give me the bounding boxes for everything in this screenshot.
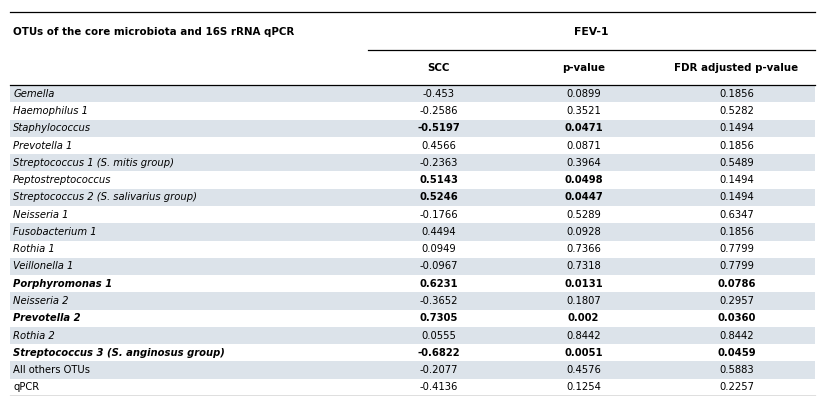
Text: 0.5282: 0.5282 [719, 106, 753, 116]
Text: 0.1856: 0.1856 [719, 89, 753, 99]
Text: Veillonella 1: Veillonella 1 [13, 261, 74, 272]
Text: Porphyromonas 1: Porphyromonas 1 [13, 279, 112, 289]
Bar [10, 240, 815, 258]
Text: 0.6347: 0.6347 [719, 209, 753, 220]
Text: 0.0786: 0.0786 [717, 279, 756, 289]
Text: -0.1766: -0.1766 [419, 209, 458, 220]
Text: Fusobacterium 1: Fusobacterium 1 [13, 227, 97, 237]
Text: -0.453: -0.453 [423, 89, 455, 99]
Text: Neisseria 2: Neisseria 2 [13, 296, 69, 306]
Text: -0.0967: -0.0967 [419, 261, 458, 272]
Text: Prevotella 2: Prevotella 2 [13, 313, 81, 323]
Text: Rothia 2: Rothia 2 [13, 331, 55, 341]
Text: 0.1856: 0.1856 [719, 141, 753, 150]
Text: 0.6231: 0.6231 [419, 279, 458, 289]
Text: -0.6822: -0.6822 [417, 348, 459, 358]
Text: 0.5143: 0.5143 [419, 175, 458, 185]
Text: 0.4494: 0.4494 [421, 227, 456, 237]
Text: 0.7366: 0.7366 [566, 244, 601, 254]
Text: Gemella: Gemella [13, 89, 55, 99]
Text: 0.5289: 0.5289 [566, 209, 601, 220]
Text: Streptococcus 2 (S. salivarius group): Streptococcus 2 (S. salivarius group) [13, 192, 197, 202]
Text: 0.4566: 0.4566 [421, 141, 456, 150]
Text: 0.0928: 0.0928 [566, 227, 601, 237]
Text: -0.4136: -0.4136 [419, 383, 458, 392]
Text: -0.2077: -0.2077 [419, 365, 458, 375]
Text: 0.0051: 0.0051 [564, 348, 603, 358]
Text: -0.2586: -0.2586 [419, 106, 458, 116]
Text: -0.3652: -0.3652 [419, 296, 458, 306]
Text: -0.2363: -0.2363 [419, 158, 458, 168]
Text: 0.0447: 0.0447 [564, 192, 603, 202]
Text: 0.2957: 0.2957 [719, 296, 754, 306]
Text: 0.8442: 0.8442 [566, 331, 601, 341]
Text: 0.4576: 0.4576 [566, 365, 601, 375]
Text: 0.7799: 0.7799 [719, 244, 754, 254]
Text: Streptococcus 1 (S. mitis group): Streptococcus 1 (S. mitis group) [13, 158, 174, 168]
Text: 0.7305: 0.7305 [419, 313, 458, 323]
Text: Prevotella 1: Prevotella 1 [13, 141, 72, 150]
Text: 0.0471: 0.0471 [564, 123, 603, 133]
Text: Staphylococcus: Staphylococcus [13, 123, 91, 133]
Bar [10, 85, 815, 103]
Text: 0.0899: 0.0899 [566, 89, 601, 99]
Text: 0.0131: 0.0131 [564, 279, 603, 289]
Text: FDR adjusted p-value: FDR adjusted p-value [674, 63, 799, 73]
Text: SCC: SCC [428, 63, 450, 73]
Bar [10, 344, 815, 362]
Text: 0.5883: 0.5883 [719, 365, 753, 375]
Text: 0.0498: 0.0498 [564, 175, 603, 185]
Text: 0.1494: 0.1494 [719, 123, 753, 133]
Bar [10, 310, 815, 327]
Text: 0.1494: 0.1494 [719, 175, 753, 185]
Text: Haemophilus 1: Haemophilus 1 [13, 106, 88, 116]
Bar [10, 379, 815, 396]
Text: OTUs of the core microbiota and 16S rRNA qPCR: OTUs of the core microbiota and 16S rRNA… [13, 27, 294, 37]
Text: 0.7799: 0.7799 [719, 261, 754, 272]
Bar [10, 292, 815, 310]
Text: 0.5489: 0.5489 [719, 158, 753, 168]
Text: 0.0949: 0.0949 [421, 244, 456, 254]
Text: 0.0555: 0.0555 [421, 331, 456, 341]
Bar [10, 120, 815, 137]
Text: 0.2257: 0.2257 [719, 383, 754, 392]
Text: Peptostreptococcus: Peptostreptococcus [13, 175, 111, 185]
Text: 0.1807: 0.1807 [566, 296, 601, 306]
Bar [10, 103, 815, 120]
Text: 0.5246: 0.5246 [419, 192, 458, 202]
Text: 0.1856: 0.1856 [719, 227, 753, 237]
Text: FEV-1: FEV-1 [574, 27, 609, 37]
Bar [10, 362, 815, 379]
Bar [10, 171, 815, 189]
Text: Rothia 1: Rothia 1 [13, 244, 55, 254]
Text: 0.0871: 0.0871 [566, 141, 601, 150]
Text: 0.3964: 0.3964 [566, 158, 601, 168]
Text: 0.8442: 0.8442 [719, 331, 753, 341]
Bar [10, 275, 815, 292]
Text: -0.5197: -0.5197 [417, 123, 460, 133]
Bar [10, 223, 815, 240]
Text: All others OTUs: All others OTUs [13, 365, 90, 375]
Text: 0.3521: 0.3521 [566, 106, 601, 116]
Bar [10, 189, 815, 206]
Text: 0.002: 0.002 [568, 313, 600, 323]
Text: qPCR: qPCR [13, 383, 39, 392]
Text: Neisseria 1: Neisseria 1 [13, 209, 69, 220]
Text: Streptococcus 3 (S. anginosus group): Streptococcus 3 (S. anginosus group) [13, 348, 225, 358]
Bar [10, 154, 815, 171]
Text: 0.7318: 0.7318 [566, 261, 601, 272]
Text: 0.1254: 0.1254 [566, 383, 601, 392]
Bar [10, 258, 815, 275]
Bar [10, 137, 815, 154]
Text: p-value: p-value [562, 63, 605, 73]
Bar [10, 206, 815, 223]
Text: 0.1494: 0.1494 [719, 192, 753, 202]
Text: 0.0459: 0.0459 [717, 348, 756, 358]
Text: 0.0360: 0.0360 [717, 313, 756, 323]
Bar [10, 327, 815, 344]
